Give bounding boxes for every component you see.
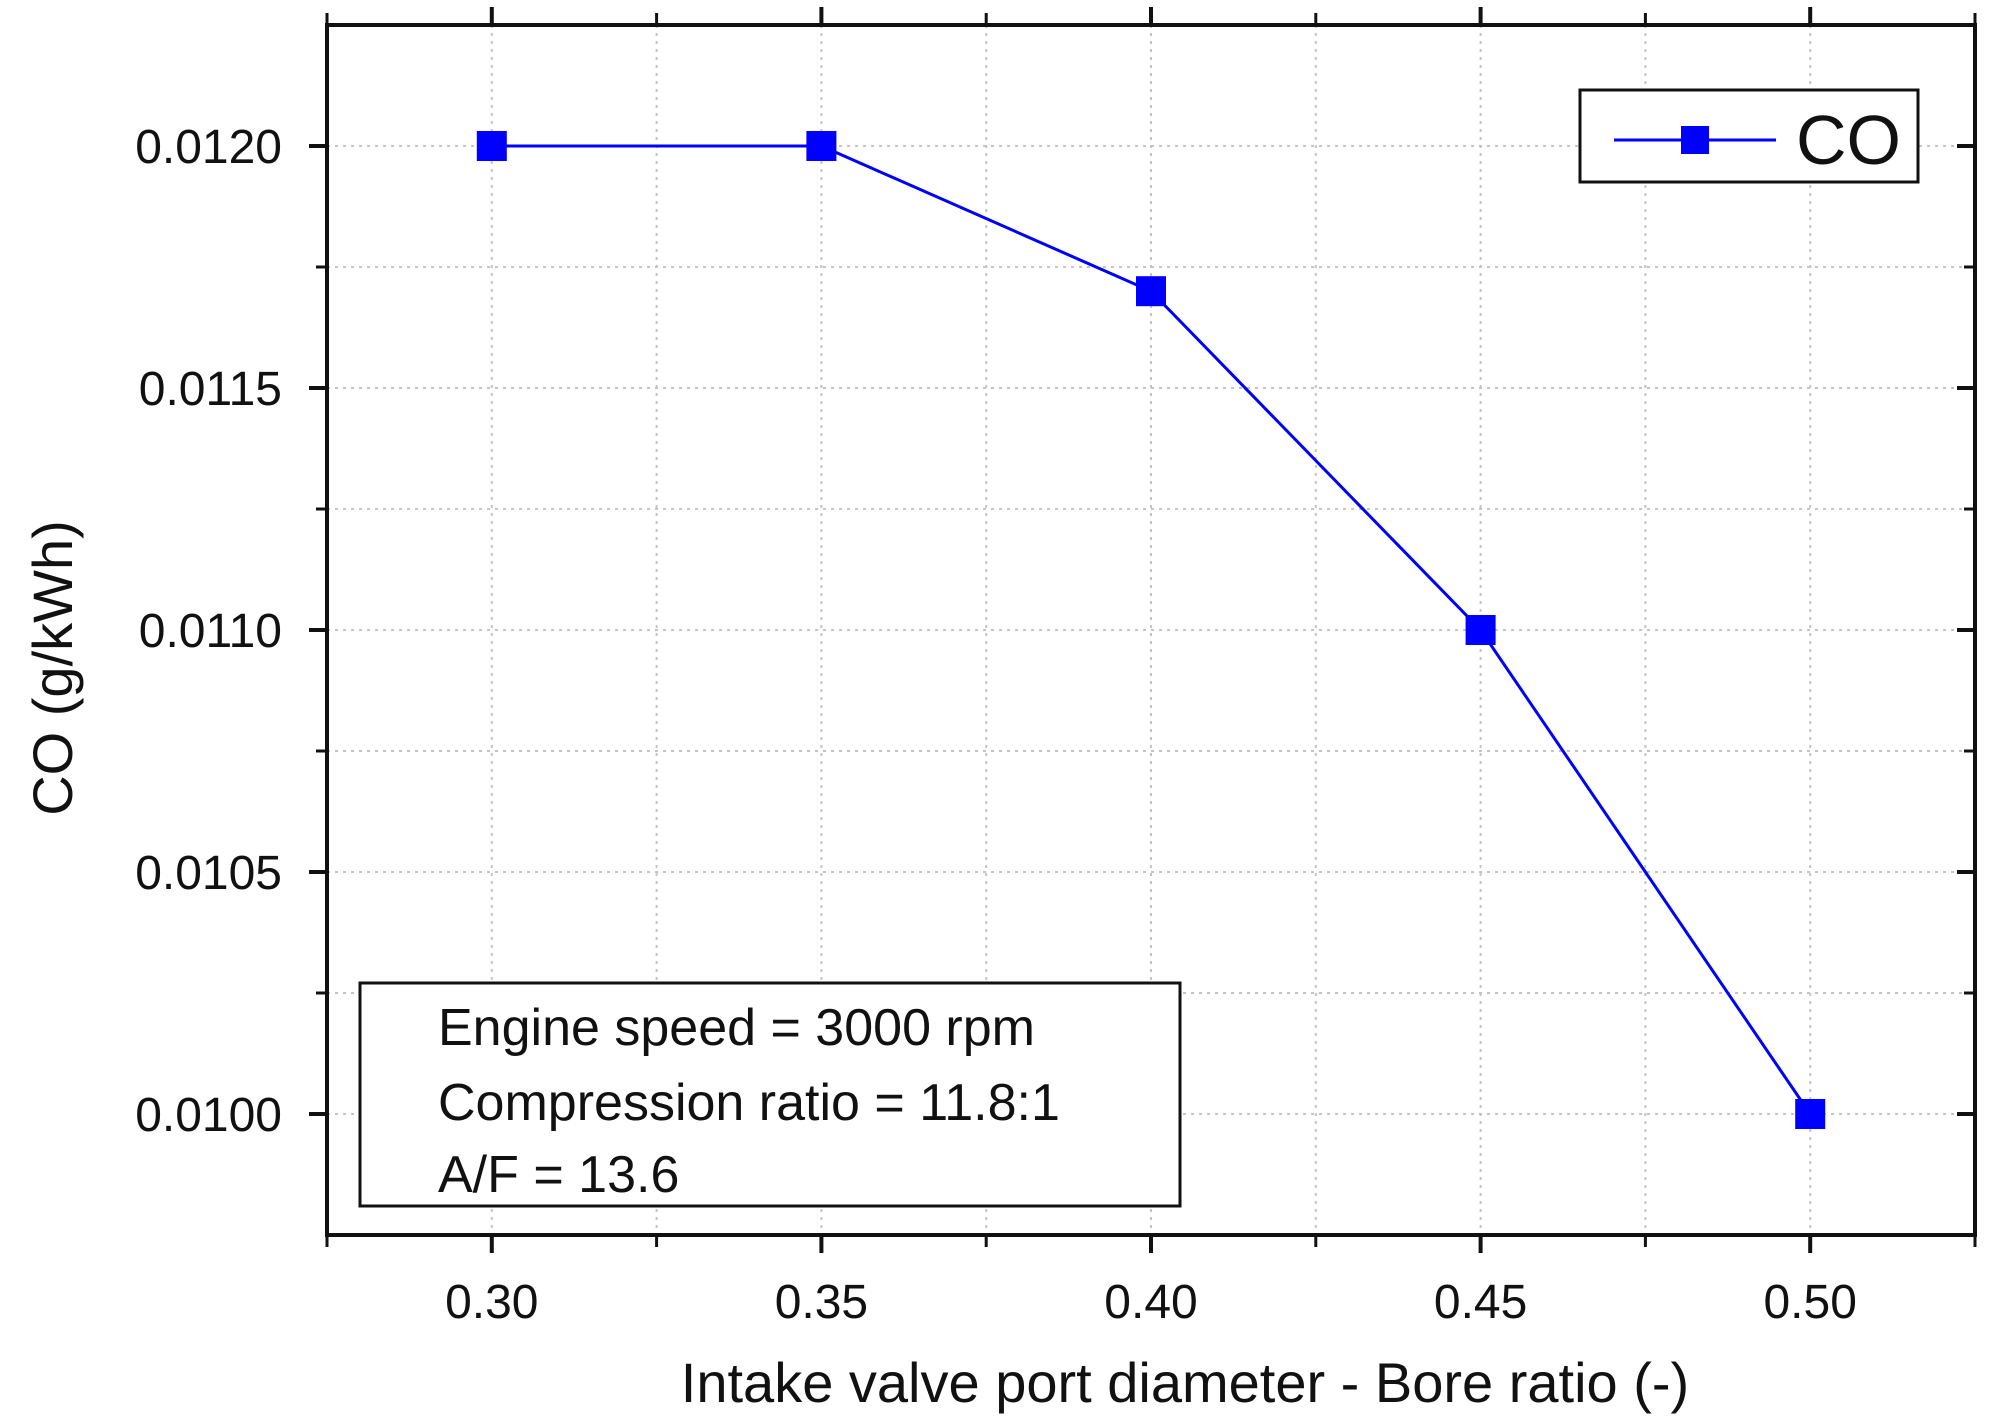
annotation-frame xyxy=(358,981,1182,1208)
x-tick-label: 0.40 xyxy=(1104,1276,1197,1329)
x-tick-labels: 0.30 0.35 0.40 0.45 0.50 xyxy=(445,1276,1857,1329)
legend-marker-square xyxy=(1681,126,1709,154)
y-tick-label: 0.0100 xyxy=(135,1089,282,1142)
x-tick-label: 0.45 xyxy=(1434,1276,1527,1329)
y-tick-label: 0.0110 xyxy=(139,605,282,658)
series-layer xyxy=(476,131,1826,1129)
y-tick-label: 0.0120 xyxy=(135,121,282,174)
data-point-co xyxy=(1795,1099,1826,1129)
legend-label-co: CO xyxy=(1796,101,1901,179)
x-tick-label: 0.30 xyxy=(445,1276,538,1329)
x-axis-title: Intake valve port diameter - Bore ratio … xyxy=(681,1351,1689,1414)
data-point-co xyxy=(1465,615,1496,645)
legend-box xyxy=(1578,88,1920,184)
y-axis-title: CO (g/kWh) xyxy=(21,520,84,816)
x-tick-label: 0.50 xyxy=(1763,1276,1856,1329)
y-tick-label: 0.0105 xyxy=(135,847,282,900)
y-tick-label: 0.0115 xyxy=(139,363,282,416)
data-point-co xyxy=(1136,276,1166,307)
legend: CO xyxy=(1578,88,1920,184)
axis-ticks xyxy=(309,7,1977,1253)
annotation-box: Engine speed = 3000 rpm Compression rati… xyxy=(358,981,1182,1208)
x-tick-label: 0.35 xyxy=(775,1276,868,1329)
annotation-air-fuel: A/F = 13.6 xyxy=(438,1146,679,1204)
annotation-engine-speed: Engine speed = 3000 rpm xyxy=(438,999,1035,1057)
data-point-co xyxy=(476,131,507,161)
annotation-compression-ratio: Compression ratio = 11.8:1 xyxy=(438,1074,1060,1132)
data-point-co xyxy=(806,131,837,161)
plot-frame xyxy=(325,23,1977,1237)
y-tick-labels: 0.0100 0.0105 0.0110 0.0115 0.0120 xyxy=(135,121,282,1142)
